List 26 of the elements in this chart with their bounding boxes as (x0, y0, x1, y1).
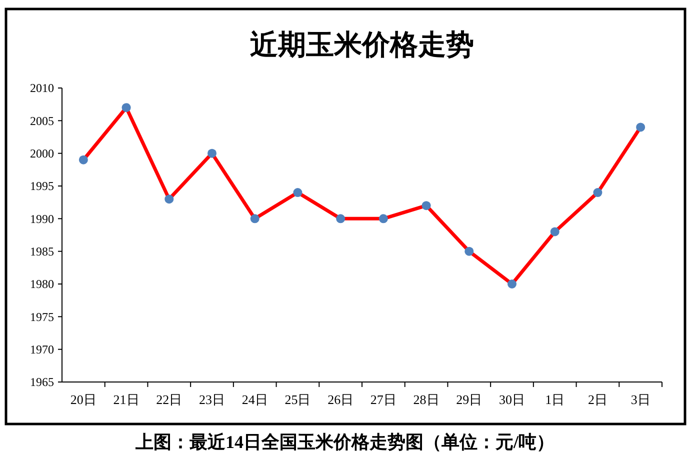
text: 上图：最近14日全国玉米价格走势图（单位：元/吨） (134, 432, 555, 452)
y-tick-label: 1965 (30, 375, 54, 390)
x-tick-label: 24日 (242, 392, 268, 407)
x-tick-label: 21日 (113, 392, 140, 407)
x-tick-label: 3日 (630, 392, 650, 407)
y-tick-label: 2005 (30, 114, 54, 128)
chart-title: 近期玉米价格走势 (250, 30, 474, 61)
x-tick-label: 25日 (284, 392, 311, 407)
y-tick-label: 2000 (30, 146, 54, 161)
y-tick-label: 1980 (30, 277, 54, 292)
x-tick-label: 27日 (370, 392, 396, 407)
y-tick-label: 1995 (30, 179, 54, 194)
x-tick-label: 29日 (456, 392, 482, 407)
y-tick-label: 1990 (30, 212, 54, 226)
x-tick-label: 1日 (545, 392, 565, 407)
x-tick-label: 26日 (328, 392, 354, 407)
y-tick-label: 1985 (30, 244, 54, 259)
x-tick-label: 2日 (588, 392, 608, 407)
y-tick-label: 1975 (30, 310, 54, 324)
x-tick-label: 30日 (499, 392, 525, 407)
x-tick-label: 28日 (413, 392, 440, 407)
x-tick-label: 23日 (199, 392, 225, 407)
y-tick-label: 2010 (30, 81, 54, 96)
y-tick-label: 1970 (30, 342, 54, 357)
x-tick-label: 22日 (156, 392, 182, 407)
x-tick-label: 20日 (70, 392, 96, 407)
